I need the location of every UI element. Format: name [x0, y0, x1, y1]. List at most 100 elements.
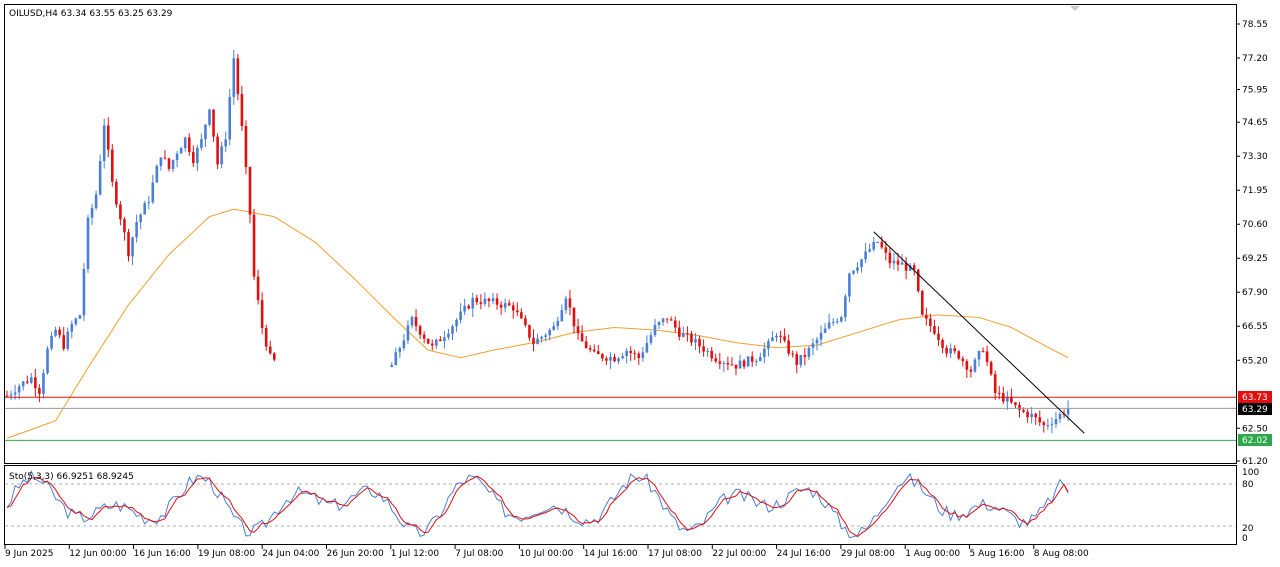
bearish-candle: [592, 344, 596, 353]
bearish-candle: [742, 358, 746, 370]
bearish-candle: [929, 313, 932, 333]
bullish-candle: [224, 131, 227, 153]
bearish-candle: [123, 216, 126, 241]
bullish-candle: [868, 243, 871, 253]
bearish-candle: [637, 351, 641, 365]
bearish-candle: [597, 345, 600, 355]
resistance-price-label: 63.73: [1242, 393, 1268, 403]
bullish-candle: [682, 326, 685, 338]
bullish-candle: [560, 304, 564, 322]
time-tick-label: 24 Jul 16:00: [777, 549, 831, 559]
bearish-candle: [779, 330, 782, 344]
bullish-candle: [738, 354, 742, 369]
downtrend-line[interactable]: [873, 231, 1085, 434]
bullish-candle: [860, 258, 863, 273]
bullish-candle: [722, 360, 726, 372]
bearish-candle: [430, 339, 434, 351]
bullish-candle: [179, 146, 183, 154]
bearish-candle: [511, 302, 515, 319]
bullish-candle: [823, 323, 827, 334]
bearish-candle: [714, 353, 718, 364]
bearish-candle: [495, 293, 499, 310]
bearish-candle: [252, 208, 256, 281]
bullish-candle: [767, 338, 770, 357]
bearish-candle: [414, 309, 418, 332]
stoch-level-80: 80: [1242, 480, 1254, 490]
bullish-candle: [155, 164, 159, 183]
bearish-candle: [937, 326, 940, 346]
bearish-candle: [516, 302, 519, 317]
bearish-candle: [163, 149, 167, 160]
bullish-candle: [775, 332, 778, 342]
bearish-candle: [678, 320, 681, 341]
bearish-candle: [216, 133, 219, 170]
bearish-candle: [783, 328, 786, 343]
bearish-candle: [1034, 412, 1037, 425]
price-panel[interactable]: [4, 4, 1237, 464]
bullish-candle: [1046, 418, 1050, 430]
bullish-candle: [771, 331, 774, 342]
bearish-candle: [710, 346, 713, 362]
bullish-candle: [46, 346, 49, 375]
time-tick-label: 10 Jul 00:00: [519, 549, 573, 559]
bullish-candle: [763, 342, 766, 364]
symbol-info: OILUSD,H4 63.34 63.55 63.25 63.29: [9, 9, 173, 19]
bullish-candle: [625, 348, 628, 364]
bullish-candle: [463, 298, 466, 316]
bearish-candle: [268, 340, 272, 355]
trendline[interactable]: [873, 231, 1085, 434]
current-price-label: 63.29: [1242, 405, 1268, 415]
bearish-candle: [791, 350, 794, 358]
bullish-candle: [746, 356, 750, 367]
bullish-candle: [70, 320, 74, 339]
time-axis[interactable]: 9 Jun 2025 12 Jun 00:00 16 Jun 16:00 19 Jun…: [4, 545, 1089, 559]
bullish-candle: [852, 270, 855, 275]
bearish-candle: [260, 292, 264, 335]
bullish-candle: [459, 303, 462, 324]
bullish-candle: [491, 292, 495, 305]
bullish-candle: [183, 136, 187, 152]
bullish-candle: [54, 326, 57, 338]
bullish-candle: [1006, 391, 1009, 411]
bearish-candle: [702, 339, 705, 357]
bearish-candle: [718, 352, 722, 370]
bullish-candle: [394, 347, 398, 366]
bearish-candle: [115, 178, 118, 208]
bullish-candle: [30, 373, 33, 385]
bearish-candle: [507, 299, 511, 307]
time-tick-label: 17 Jul 08:00: [648, 549, 702, 559]
bullish-candle: [617, 357, 620, 365]
bullish-candle: [827, 313, 831, 330]
chart-shift-marker[interactable]: [1070, 6, 1080, 11]
bearish-candle: [916, 268, 920, 293]
bearish-candle: [896, 252, 900, 272]
bearish-candle: [127, 229, 130, 262]
bearish-candle: [467, 304, 470, 310]
bullish-candle: [175, 150, 179, 168]
bearish-candle: [524, 315, 527, 328]
bearish-candle: [993, 370, 997, 400]
bearish-candle: [273, 351, 276, 362]
bearish-candle: [475, 294, 479, 306]
bullish-candle: [196, 144, 199, 172]
time-tick-label: 5 Aug 16:00: [970, 549, 1025, 559]
bullish-candle: [844, 294, 847, 322]
bearish-candle: [422, 331, 426, 344]
price-tick-label: 67.90: [1242, 288, 1268, 298]
price-tick-label: 77.20: [1242, 54, 1268, 64]
bullish-candle: [74, 317, 78, 327]
bullish-candle: [661, 317, 665, 326]
bearish-candle: [965, 359, 969, 378]
bullish-candle: [892, 252, 896, 270]
bullish-candle: [977, 350, 981, 367]
bullish-candle: [831, 318, 835, 326]
price-axis[interactable]: 78.55 77.20 75.95 74.65 73.30 71.95 70.60 69.25…: [1236, 20, 1268, 467]
bearish-candle: [5, 390, 9, 397]
bullish-candle: [159, 157, 163, 171]
bullish-candle: [98, 154, 102, 196]
bullish-candle: [398, 346, 402, 358]
bearish-candle: [240, 85, 244, 131]
bullish-candle: [864, 243, 867, 263]
bearish-candle: [726, 356, 730, 371]
